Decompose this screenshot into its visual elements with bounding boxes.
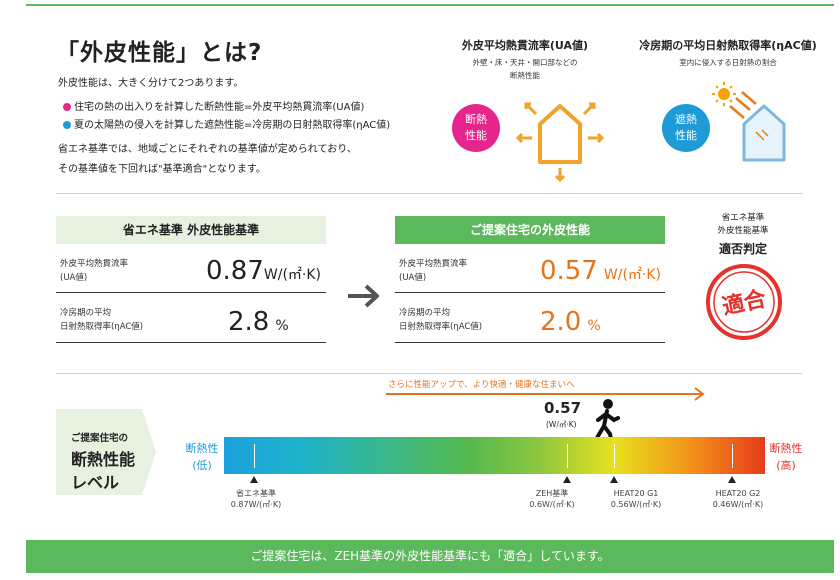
proposal-ua-value: 0.57 W/(㎡·K) [540,256,662,286]
marker-tick-zeh [567,444,568,468]
low-end-label: 断熱性 (低) [185,442,219,472]
proposal-row-divider [395,292,665,293]
insulation-circle: 断熱 性能 [452,104,500,152]
shading-circle: 遮熱 性能 [662,104,710,152]
bullet-shading: 夏の太陽熱の侵入を計算した遮熱性能=冷房期の日射熱取得率(ηAC値) [63,116,390,131]
insulation-sub-1: 外壁・床・天井・開口部などの [472,58,578,67]
high-end-label: 断熱性 (高) [769,442,803,472]
judgement-line-2: 外皮性能基準 [717,226,769,236]
marker-arrow-standard [250,476,258,483]
standard-ua-label: 外皮平均熱貫流率 (UA値) [60,259,129,283]
compare-arrow-icon [348,284,379,308]
house-heat-loss-icon [515,102,605,183]
marker-zeh: ZEH基準 0.6W/(㎡·K) [529,489,575,509]
note-line-2: その基準値を下回れば"基準適合"となります。 [58,164,266,175]
proposal-eta-label: 冷房期の平均 日射熱取得率(ηAC値) [399,308,483,332]
insulation-sub-2: 断熱性能 [510,71,540,80]
marker-arrow-g2 [728,476,736,483]
current-value: 0.57 [544,399,582,417]
blue-dot-icon [63,121,71,129]
standard-eta-value: 2.8% [228,307,289,337]
standard-header: 省エネ基準 外皮性能基準 [56,216,326,244]
marker-tick-standard [254,444,255,468]
insulation-heading: 外皮平均熱貫流率(UA値) [461,39,589,52]
standard-ua-value: 0.87W/(㎡·K) [206,256,322,286]
proposal-ua-label: 外皮平均熱貫流率 (UA値) [399,259,468,283]
standard-row-divider [56,292,326,293]
level-label-small: ご提案住宅の [71,433,129,444]
marker-heat20-g2: HEAT20 G2 0.46W/(㎡·K) [712,489,764,509]
proposal-header: ご提案住宅の外皮性能 [395,216,665,244]
approved-stamp-icon: 適合 [706,264,782,340]
upgrade-arrow-text: さらに性能アップで、より快適・健康な住まいへ [388,380,575,390]
page-title: 「外皮性能」とは? [56,40,263,66]
top-rule [26,4,834,6]
insulation-level-bar [224,437,765,474]
proposal-eta-value: 2.0% [540,307,601,337]
note-line-1: 省エネ基準では、地域ごとにそれぞれの基準値が定められており、 [58,144,357,155]
section-divider-2 [56,373,802,374]
shading-sub: 室内に侵入する日射熱の割合 [679,58,777,67]
marker-heat20-g1: HEAT20 G1 0.56W/(㎡·K) [610,489,662,509]
standard-eta-label: 冷房期の平均 日射熱取得率(ηAC値) [60,308,144,332]
bullet-insulation: 住宅の熱の出入りを計算した断熱性能=外皮平均熱貫流率(UA値) [63,98,364,113]
marker-tick-g1 [614,444,615,468]
marker-tick-g2 [732,444,733,468]
footer-banner: ご提案住宅は、ZEH基準の外皮性能基準にも「適合」しています。 [26,540,834,573]
section-divider-1 [56,193,802,194]
level-label-big: 断熱性能 レベル [71,450,136,492]
lead-text: 外皮性能は、大きく分けて2つあります。 [58,78,244,89]
pink-dot-icon [63,103,71,111]
judgement-line-1: 省エネ基準 [721,213,765,223]
judgement-title: 適否判定 [718,242,767,256]
standard-row-end [56,342,326,343]
shading-heading: 冷房期の平均日射熱取得率(ηAC値) [639,39,817,52]
proposal-row-end [395,342,665,343]
marker-arrow-g1 [610,476,618,483]
level-label-panel [56,409,156,495]
current-unit: (W/㎡·K) [546,420,577,429]
upgrade-arrow [386,387,705,401]
marker-standard: 省エネ基準 0.87W/(㎡·K) [230,489,282,509]
marker-arrow-zeh [563,476,571,483]
sun-house-icon [712,82,786,162]
stamp-text: 適合 [720,285,769,320]
